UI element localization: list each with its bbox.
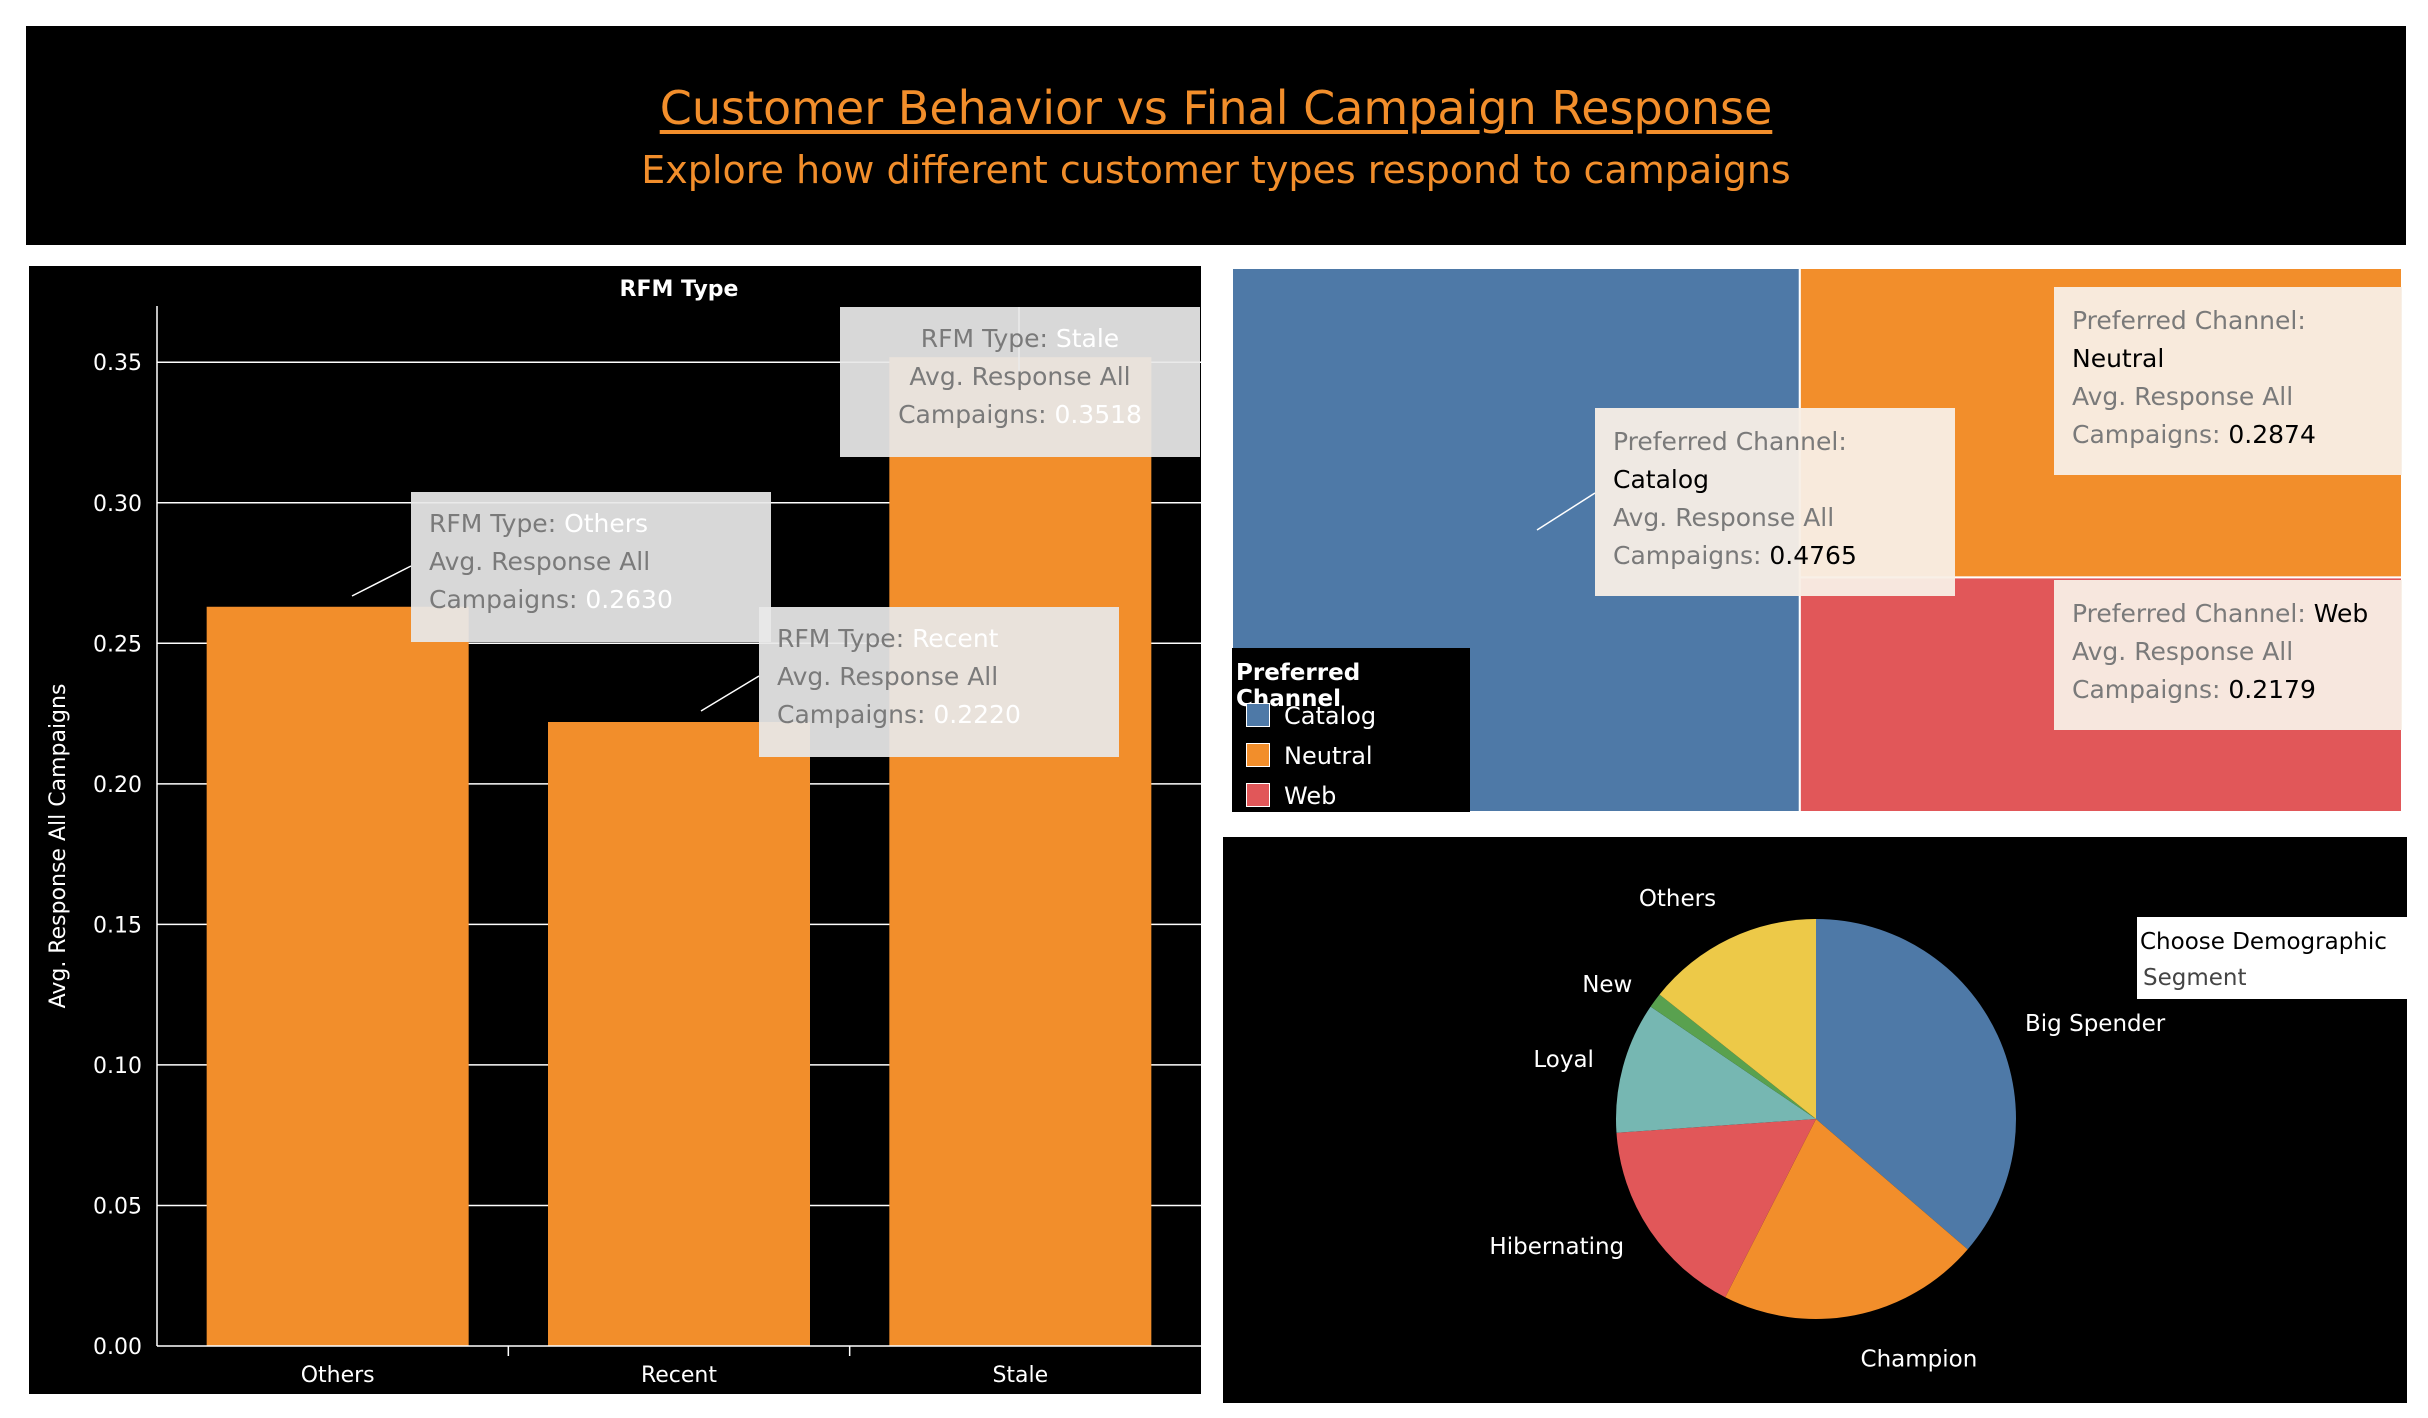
y-tick-label: 0.05 (93, 1194, 142, 1219)
y-tick-label: 0.00 (93, 1335, 142, 1360)
pie-slice-new[interactable] (1650, 994, 1816, 1119)
tooltip-line2: Avg. Response All (2072, 637, 2293, 666)
y-tick-label: 0.10 (93, 1054, 142, 1079)
dashboard-header: Customer Behavior vs Final Campaign Resp… (26, 26, 2406, 245)
bar-tooltip-others: RFM Type: Others Avg. Response All Campaig… (351, 492, 771, 642)
y-tick-label: 0.35 (93, 351, 142, 376)
tooltip-response-value: 0.2220 (933, 700, 1020, 729)
pie-slice-others[interactable] (1659, 919, 1816, 1119)
legend-label-neutral: Neutral (1284, 742, 1373, 770)
bar-stale[interactable] (889, 357, 1152, 1346)
rfm-bar-chart[interactable]: RFM Type Avg. Response All Campaigns 0.0… (29, 266, 1201, 1394)
tooltip-response-value: 0.2630 (585, 585, 672, 614)
rfm-bar-chart-panel[interactable]: RFM Type Avg. Response All Campaigns 0.0… (29, 266, 1201, 1394)
pie-label-loyal: Loyal (1533, 1047, 1594, 1073)
tooltip-box (1595, 408, 1955, 596)
tooltip-line3: Campaigns: 0.2874 (2072, 420, 2316, 449)
tooltip-leader-line (351, 565, 412, 597)
tooltip-line1: Preferred Channel: (2072, 306, 2306, 335)
tooltip-leader-line (1536, 492, 1596, 531)
tooltip-box (840, 307, 1200, 457)
tooltip-response-value: 0.2874 (2228, 420, 2315, 449)
tooltip-box (2054, 580, 2410, 730)
legend-swatch-neutral (1246, 743, 1270, 767)
segment-pie-panel[interactable]: Big Spender Champion Hibernating Loyal New Ot… (1223, 837, 2407, 1403)
pie-label-others: Others (1639, 886, 1716, 912)
pie-slice-loyal[interactable] (1616, 1006, 1816, 1133)
legend-label-catalog: Catalog (1284, 702, 1377, 730)
tooltip-box (411, 492, 771, 642)
tooltip-response-value: 0.3518 (1054, 400, 1141, 429)
tooltip-rfm-value: Recent (912, 624, 999, 653)
treemap-tooltip-catalog: Preferred Channel: Catalog Avg. Response A… (1536, 408, 1955, 596)
tooltip-line1: Preferred Channel: (1613, 427, 1847, 456)
bar-recent[interactable] (548, 722, 810, 1346)
pie-label-new: New (1582, 972, 1632, 998)
tooltip-response-value: 0.2179 (2228, 675, 2315, 704)
pie-slice-big-spender[interactable] (1816, 919, 2016, 1250)
tooltip-line3: Campaigns: 0.2630 (429, 585, 673, 614)
bar-tooltip-recent: RFM Type: Recent Avg. Response All Campaig… (700, 607, 1119, 757)
y-tick-label: 0.30 (93, 492, 142, 517)
tooltip-line3: Campaigns: 0.3518 (898, 400, 1142, 429)
tooltip-leader-line (700, 675, 760, 712)
tooltip-box (759, 607, 1119, 757)
legend-label-web: Web (1284, 782, 1337, 810)
tooltip-box (2054, 287, 2410, 475)
x-tick-label: Recent (641, 1363, 717, 1388)
channel-treemap-panel[interactable]: Preferred Channel: Catalog Avg. Response A… (1231, 267, 2410, 813)
tooltip-channel-value: Neutral (2072, 344, 2164, 373)
tooltip-line2: Avg. Response All (1613, 503, 1834, 532)
y-tick-label: 0.15 (93, 913, 142, 938)
bar-tooltip-stale: RFM Type: Stale Avg. Response All Campaign… (840, 307, 1200, 457)
filter-label-line1: Choose Demographic (2140, 929, 2387, 955)
channel-legend: Preferred Channel Catalog Neutral Web (1232, 648, 1470, 812)
x-tick-label: Stale (992, 1363, 1048, 1388)
tooltip-line1: RFM Type: Recent (777, 624, 999, 653)
tooltip-line2: Avg. Response All (429, 547, 650, 576)
tooltip-line1: RFM Type: Stale (921, 324, 1119, 353)
pie-label-big-spender: Big Spender (2025, 1011, 2166, 1037)
treemap-tooltip-web: Preferred Channel: Web Avg. Response All C… (2054, 580, 2410, 730)
x-tick-label: Others (301, 1363, 375, 1388)
filter-label-line2: Segment (2143, 965, 2247, 991)
legend-swatch-catalog (1246, 703, 1270, 727)
pie-slice-champion[interactable] (1725, 1119, 1968, 1319)
pie-label-hibernating: Hibernating (1489, 1234, 1624, 1260)
bar-chart-title: RFM Type (620, 277, 739, 302)
tooltip-channel-value: Web (2314, 599, 2369, 628)
y-axis-label: Avg. Response All Campaigns (46, 684, 71, 1009)
tooltip-line3: Campaigns: 0.4765 (1613, 541, 1857, 570)
tooltip-line2: Avg. Response All (2072, 382, 2293, 411)
tooltip-line2: Avg. Response All (777, 662, 998, 691)
pie-slice-hibernating[interactable] (1616, 1119, 1816, 1298)
tooltip-line3: Campaigns: 0.2179 (2072, 675, 2316, 704)
tooltip-line1: Preferred Channel: Web (2072, 599, 2368, 628)
tooltip-rfm-value: Others (564, 509, 648, 538)
pie-label-champion: Champion (1861, 1347, 1978, 1373)
legend-swatch-web (1246, 783, 1270, 807)
segment-pie-chart[interactable]: Big Spender Champion Hibernating Loyal New Ot… (1223, 837, 2407, 1403)
demographic-segment-filter[interactable]: Choose Demographic Segment (2137, 917, 2407, 999)
legend-item-web[interactable]: Web (1246, 782, 1336, 810)
dashboard-title: Customer Behavior vs Final Campaign Resp… (659, 81, 1773, 135)
tooltip-channel-value: Catalog (1613, 465, 1709, 494)
tooltip-line3: Campaigns: 0.2220 (777, 700, 1021, 729)
y-tick-label: 0.20 (93, 773, 142, 798)
bar-others[interactable] (206, 606, 469, 1346)
y-tick-label: 0.25 (93, 632, 142, 657)
tooltip-response-value: 0.4765 (1769, 541, 1856, 570)
legend-item-catalog[interactable]: Catalog (1246, 702, 1376, 730)
tooltip-rfm-value: Stale (1056, 324, 1119, 353)
tooltip-line1: RFM Type: Others (429, 509, 648, 538)
tooltip-line2: Avg. Response All (909, 362, 1130, 391)
legend-item-neutral[interactable]: Neutral (1246, 742, 1373, 770)
treemap-tooltip-neutral: Preferred Channel: Neutral Avg. Response A… (2054, 287, 2410, 475)
dashboard-subtitle: Explore how different customer types res… (641, 148, 1791, 192)
